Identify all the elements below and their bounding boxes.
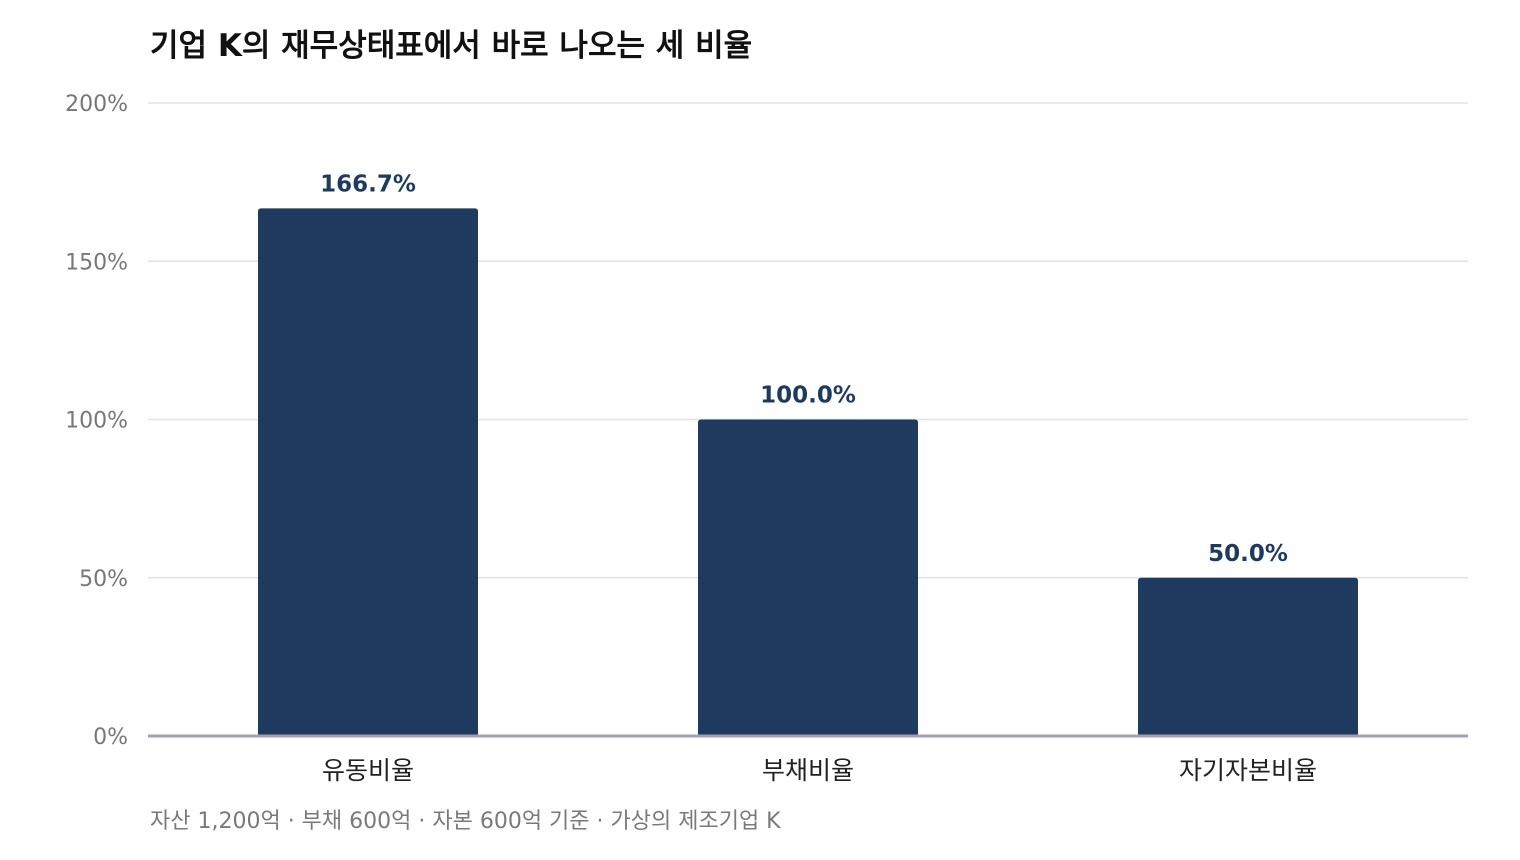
bar — [1138, 577, 1358, 736]
y-tick-label: 100% — [65, 409, 128, 434]
y-tick-label: 200% — [65, 92, 128, 117]
category-label: 자기자본비율 — [1179, 756, 1317, 785]
bars — [258, 208, 1358, 736]
value-labels: 166.7% 100.0% 50.0% — [320, 171, 1288, 566]
value-label: 166.7% — [320, 171, 416, 197]
value-label: 50.0% — [1208, 541, 1288, 567]
value-label: 100.0% — [760, 383, 856, 409]
y-tick-labels: 0% 50% 100% 150% 200% — [65, 92, 128, 750]
y-tick-label: 0% — [93, 725, 128, 750]
bar — [258, 208, 478, 736]
y-tick-label: 50% — [79, 567, 128, 592]
category-label: 유동비율 — [322, 756, 414, 785]
chart-title: 기업 K의 재무상태표에서 바로 나오는 세 비율 — [150, 28, 753, 64]
category-labels: 유동비율 부채비율 자기자본비율 — [322, 756, 1317, 785]
footnote: 자산 1,200억 · 부채 600억 · 자본 600억 기준 · 가상의 제… — [150, 809, 781, 834]
bar — [698, 419, 918, 736]
y-tick-label: 150% — [65, 250, 128, 275]
category-label: 부채비율 — [762, 756, 854, 785]
